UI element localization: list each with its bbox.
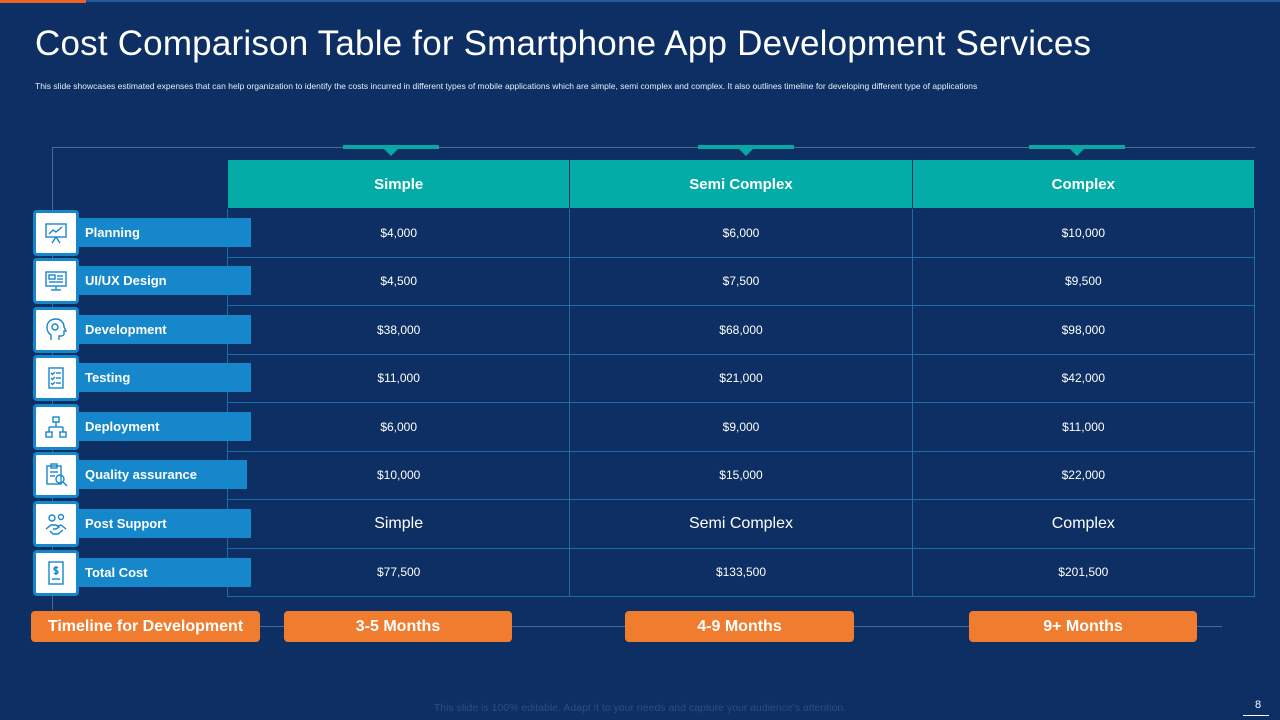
- table-cell: $133,500: [569, 547, 913, 597]
- table-cell: $7,500: [569, 256, 913, 306]
- table-cell: $98,000: [911, 305, 1256, 355]
- row-label-text: Testing: [85, 370, 131, 385]
- table-cell: $4,000: [226, 208, 571, 258]
- table-cell: $10,000: [911, 208, 1256, 258]
- table-cell: Semi Complex: [569, 499, 913, 549]
- table-cell: Complex: [911, 499, 1256, 549]
- column-header-simple: Simple: [226, 159, 571, 209]
- column-header-semi-complex: Semi Complex: [569, 159, 913, 209]
- table-row: $11,000 $21,000 $42,000: [226, 353, 1256, 403]
- table-cell: $21,000: [569, 353, 913, 403]
- top-border-line: [0, 0, 1280, 2]
- table-row: $10,000 $15,000 $22,000: [226, 450, 1256, 500]
- footer-note: This slide is 100% editable. Adapt it to…: [433, 702, 847, 714]
- page-number: 8: [1255, 699, 1262, 711]
- row-label-text: Quality assurance: [85, 467, 197, 482]
- row-label-bar: UI/UX Design: [77, 266, 251, 295]
- table-cell: $68,000: [569, 305, 913, 355]
- timeline-complex-pill: 9+ Months: [969, 611, 1197, 642]
- row-label-bar: Planning: [77, 218, 251, 247]
- row-label-text: Deployment: [85, 419, 160, 434]
- table-cell: $11,000: [226, 353, 571, 403]
- table-row: $38,000 $68,000 $98,000: [226, 305, 1256, 355]
- table-cell: $9,000: [569, 402, 913, 452]
- cost-comparison-table: Simple Semi Complex Complex $4,000 $6,00…: [226, 159, 1256, 597]
- table-row: Simple Semi Complex Complex: [226, 499, 1256, 549]
- frame-line-top: [52, 147, 1255, 148]
- row-label-text: UI/UX Design: [85, 273, 167, 288]
- handshake-gear-icon: [33, 501, 79, 547]
- monitor-design-icon: [33, 258, 79, 304]
- column-tab-marker: [1029, 145, 1125, 156]
- row-label-bar: Total Cost: [77, 558, 251, 587]
- table-cell: $9,500: [911, 256, 1256, 306]
- timeline-simple-pill: 3-5 Months: [284, 611, 512, 642]
- table-cell: $42,000: [911, 353, 1256, 403]
- head-gear-icon: [33, 307, 79, 353]
- table-cell: $11,000: [911, 402, 1256, 452]
- column-tab-marker: [343, 145, 439, 156]
- table-cell: Simple: [226, 499, 571, 549]
- checklist-icon: [33, 355, 79, 401]
- presentation-board-icon: [33, 210, 79, 256]
- row-label-text: Post Support: [85, 516, 167, 531]
- row-label-bar: Post Support: [77, 509, 251, 538]
- table-row: $4,000 $6,000 $10,000: [226, 208, 1256, 258]
- row-label-text: Development: [85, 322, 167, 337]
- table-cell: $4,500: [226, 256, 571, 306]
- timeline-semi-complex-pill: 4-9 Months: [625, 611, 854, 642]
- table-row: $6,000 $9,000 $11,000: [226, 402, 1256, 452]
- slide-subtitle: This slide showcases estimated expenses …: [35, 81, 978, 91]
- table-cell: $10,000: [226, 450, 571, 500]
- table-row: $77,500 $133,500 $201,500: [226, 547, 1256, 597]
- row-label-text: Planning: [85, 225, 140, 240]
- table-cell: $77,500: [226, 547, 571, 597]
- row-label-bar: Deployment: [77, 412, 251, 441]
- timeline-label-pill: Timeline for Development: [31, 611, 260, 642]
- row-label-bar: Development: [77, 315, 251, 344]
- row-label-text: Total Cost: [85, 565, 148, 580]
- table-cell: $22,000: [911, 450, 1256, 500]
- clipboard-search-icon: [33, 452, 79, 498]
- table-header-row: Simple Semi Complex Complex: [226, 159, 1256, 209]
- table-cell: $15,000: [569, 450, 913, 500]
- slide-title: Cost Comparison Table for Smartphone App…: [35, 24, 1092, 63]
- table-row: $4,500 $7,500 $9,500: [226, 256, 1256, 306]
- table-cell: $6,000: [226, 402, 571, 452]
- dollar-document-icon: [33, 550, 79, 596]
- column-header-complex: Complex: [911, 159, 1256, 209]
- table-cell: $6,000: [569, 208, 913, 258]
- row-label-bar: Testing: [77, 363, 251, 392]
- hierarchy-icon: [33, 404, 79, 450]
- page-number-underline: [1243, 715, 1269, 716]
- column-tab-marker: [698, 145, 794, 156]
- table-cell: $201,500: [911, 547, 1256, 597]
- row-label-bar: Quality assurance: [77, 460, 247, 489]
- top-accent-bar: [0, 0, 86, 3]
- table-cell: $38,000: [226, 305, 571, 355]
